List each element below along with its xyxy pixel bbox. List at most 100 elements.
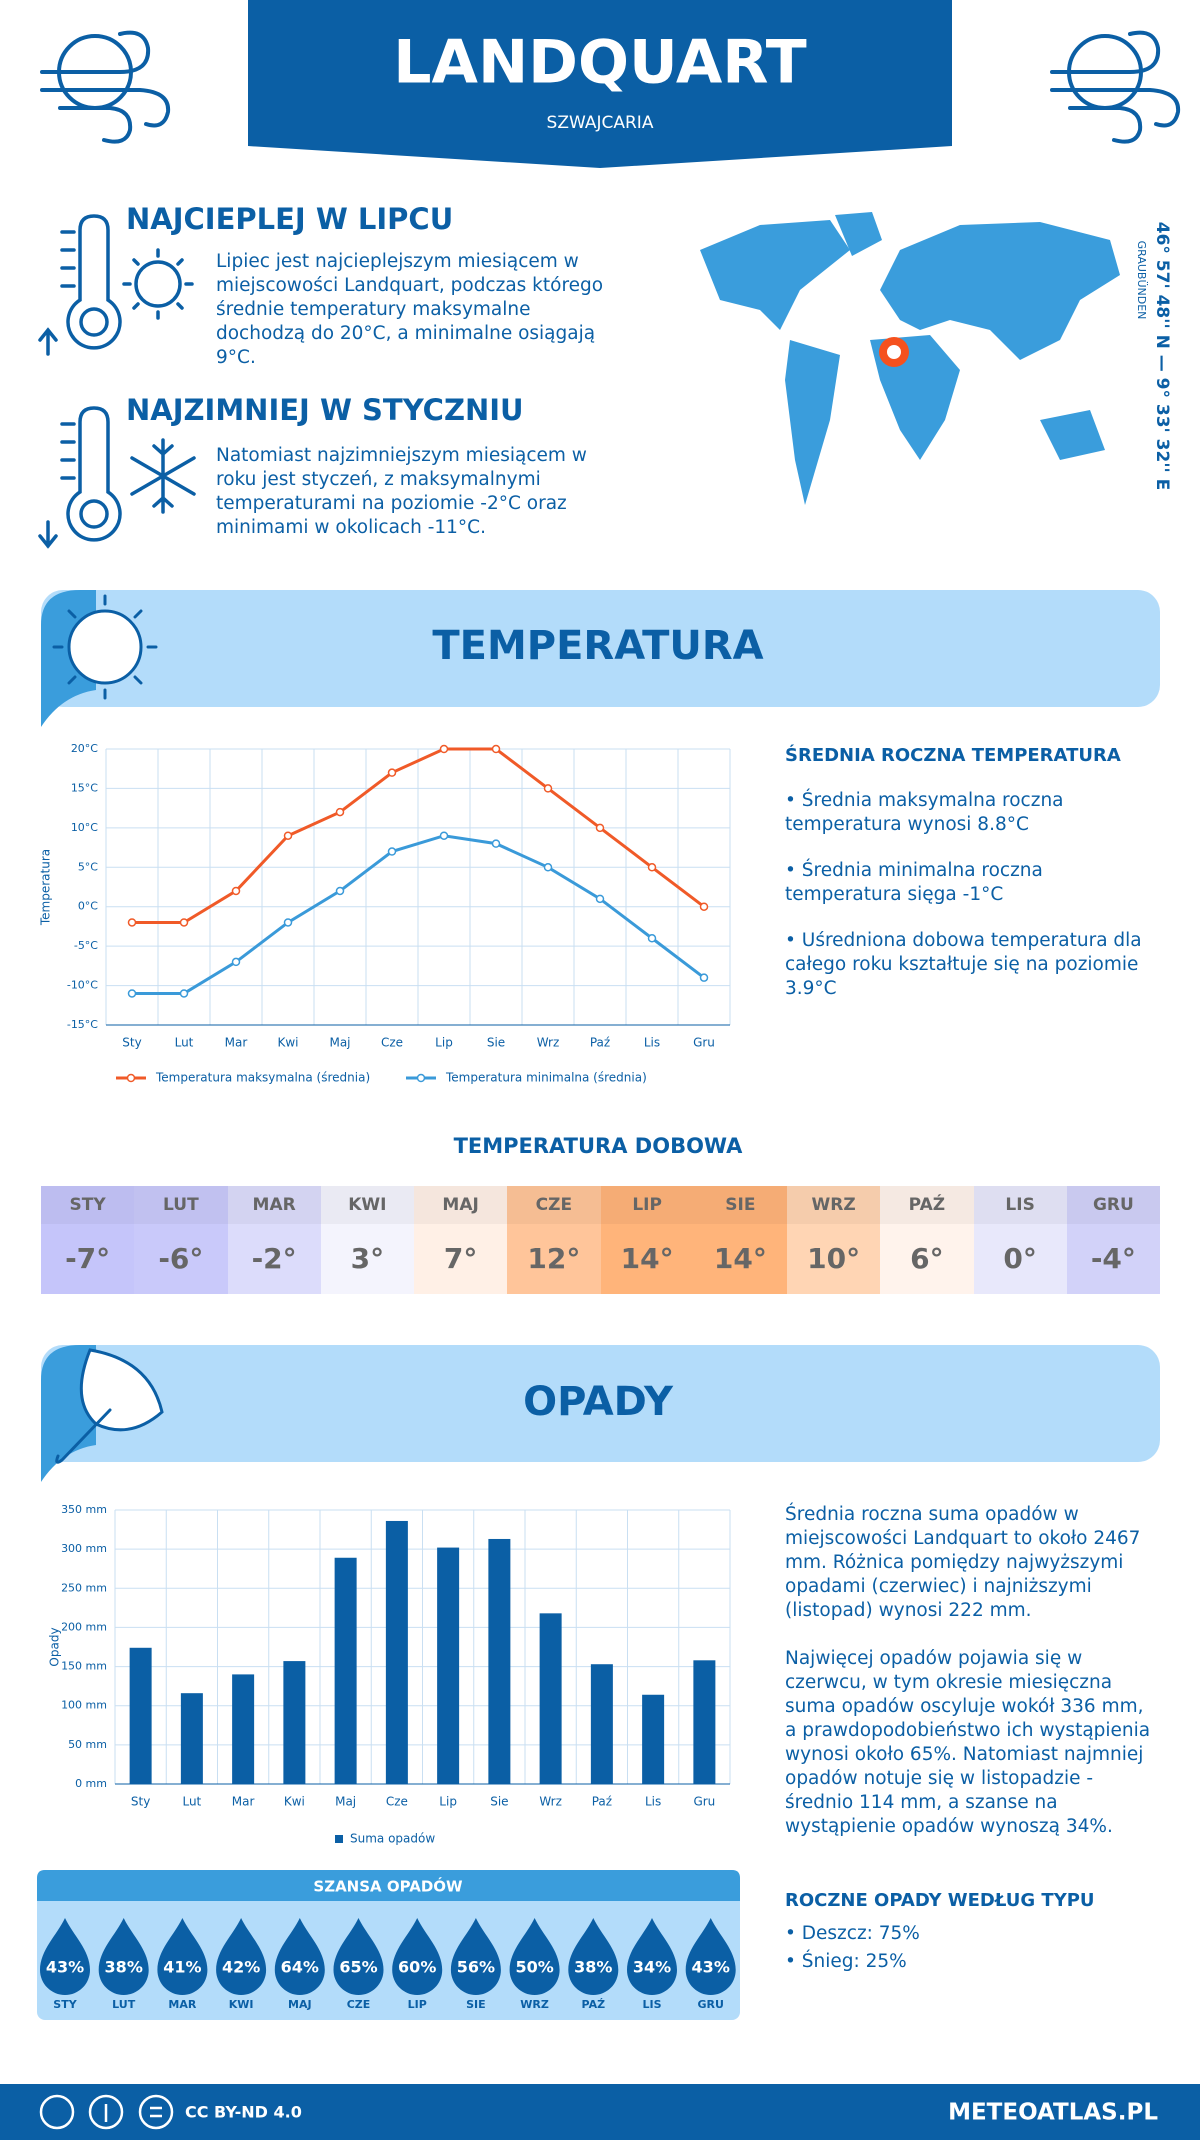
world-map: [700, 212, 1120, 505]
bar: [539, 1613, 562, 1784]
chance-month: WRZ: [520, 1998, 549, 2011]
x-tick-label: Wrz: [537, 1036, 560, 1050]
month-header: SIE: [693, 1186, 787, 1224]
rain-drop: [685, 1918, 736, 1995]
point: [595, 894, 605, 904]
chance-month: LIS: [642, 1998, 661, 2011]
license: CC BY-ND 4.0: [185, 2103, 302, 2122]
x-tick-label: Lip: [435, 1036, 453, 1050]
bullet: • Uśredniona dobowa temperatura dla całe…: [785, 930, 1142, 999]
rain-drop: [627, 1918, 677, 1995]
point: [543, 784, 553, 793]
y-tick-label: 0°C: [78, 900, 98, 913]
point: [647, 934, 657, 943]
chance-value: 43%: [692, 1958, 730, 1977]
daily-temp: 3°: [320, 1224, 414, 1294]
bar: [232, 1674, 255, 1784]
daily-temp: 6°: [880, 1224, 974, 1294]
precipitation-banner: [41, 1345, 1160, 1462]
y-tick-label: 50 mm: [68, 1738, 107, 1751]
y-tick-label: 100 mm: [61, 1699, 107, 1712]
chance-month: SIE: [466, 1998, 486, 2011]
x-tick-label: Sie: [490, 1795, 508, 1809]
bar: [693, 1660, 716, 1784]
summary-title: ŚREDNIA ROCZNA TEMPERATURA: [785, 745, 1121, 766]
rain-drop: [157, 1918, 208, 1995]
chance-value: 64%: [281, 1958, 319, 1977]
y-axis-label: Temperatura: [39, 849, 53, 926]
x-tick-label: Mar: [225, 1036, 248, 1050]
chance-month: PAŹ: [582, 1998, 606, 2011]
month-header: LUT: [134, 1186, 228, 1224]
daily-temp: 12°: [507, 1224, 601, 1294]
x-tick-label: Gru: [693, 1036, 715, 1050]
y-tick-label: 0 mm: [75, 1777, 107, 1790]
point: [439, 744, 449, 754]
daily-temp: -4°: [1066, 1224, 1160, 1294]
chance-title: SZANSA OPADÓW: [313, 1877, 463, 1896]
point: [387, 847, 397, 856]
x-tick-label: Maj: [335, 1795, 356, 1809]
point: [231, 957, 241, 967]
section-title: TEMPERATURA: [432, 623, 763, 669]
y-tick-label: -10°C: [67, 979, 98, 992]
section-title: OPADY: [523, 1379, 674, 1425]
city-title: LANDQUART: [393, 28, 807, 98]
chance-value: 38%: [105, 1958, 143, 1977]
month-header: WRZ: [787, 1186, 881, 1224]
x-tick-label: Wrz: [539, 1795, 562, 1809]
point: [647, 863, 657, 872]
line: [132, 747, 705, 924]
bar: [385, 1520, 408, 1784]
rain-drop: [509, 1918, 560, 1995]
month-header: LIP: [600, 1186, 694, 1224]
rain-drop: [216, 1918, 267, 1995]
warm-text: Lipiec jest najcieplejszym miesiącem w m…: [216, 251, 604, 368]
type-item: • Śnieg: 25%: [785, 1951, 907, 1972]
y-tick-label: 20°C: [71, 742, 98, 755]
y-tick-label: 350 mm: [61, 1503, 107, 1516]
chance-month: GRU: [697, 1998, 723, 2011]
daily-temp: 14°: [693, 1224, 787, 1294]
x-tick-label: Kwi: [277, 1036, 298, 1050]
daily-temp: -7°: [41, 1224, 135, 1294]
x-tick-label: Lis: [644, 1036, 660, 1050]
x-tick-label: Paź: [590, 1036, 610, 1050]
daily-temp: 7°: [414, 1224, 508, 1294]
legend-point: [416, 1073, 426, 1083]
y-tick-label: 200 mm: [61, 1620, 107, 1633]
y-tick-label: 10°C: [71, 821, 98, 834]
chance-value: 50%: [515, 1958, 553, 1977]
x-tick-label: Mar: [232, 1795, 255, 1809]
line: [132, 834, 705, 995]
chance-month: CZE: [347, 1998, 371, 2011]
legend-label: Temperatura minimalna (średnia): [445, 1071, 647, 1085]
point: [179, 989, 189, 998]
daily-temp: 14°: [600, 1224, 694, 1294]
country: SZWAJCARIA: [547, 113, 654, 133]
daily-title: TEMPERATURA DOBOWA: [454, 1134, 744, 1158]
y-tick-label: -5°C: [74, 939, 98, 952]
month-header: PAŹ: [880, 1186, 974, 1224]
point: [491, 744, 501, 754]
daily-temp: 0°: [973, 1224, 1067, 1294]
chance-value: 56%: [457, 1958, 495, 1977]
paragraph: Najwięcej opadów pojawia się w czerwcu, …: [785, 1648, 1151, 1837]
point: [543, 863, 553, 872]
chance-month: MAJ: [288, 1998, 312, 2011]
thermometer-warm-icon: [38, 214, 194, 356]
chance-value: 60%: [398, 1958, 436, 1977]
x-tick-label: Sty: [131, 1795, 150, 1809]
location-marker-center: [887, 345, 901, 359]
type-item: • Deszcz: 75%: [785, 1923, 920, 1944]
bar: [283, 1661, 306, 1784]
types-title: ROCZNE OPADY WEDŁUG TYPU: [785, 1890, 1095, 1911]
rain-drop: [450, 1918, 501, 1995]
point: [231, 886, 241, 896]
chance-month: LIP: [408, 1998, 427, 2011]
y-tick-label: 300 mm: [61, 1542, 107, 1555]
sun-icon: [52, 594, 158, 700]
x-tick-label: Paź: [592, 1795, 612, 1809]
bar: [642, 1694, 665, 1784]
